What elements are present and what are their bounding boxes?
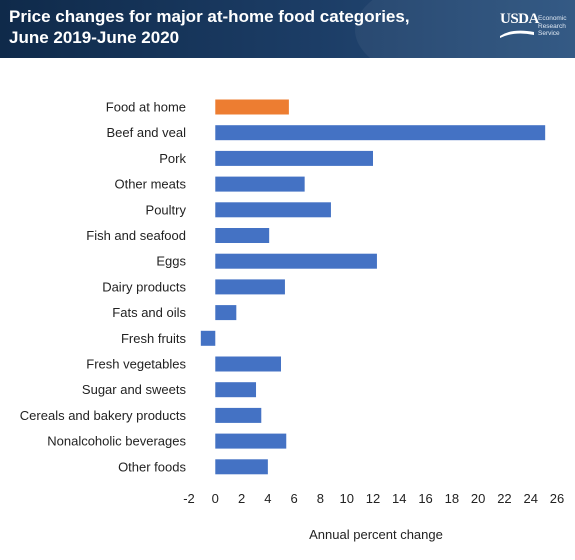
x-tick-label: 16: [418, 491, 432, 506]
x-tick-label: 22: [497, 491, 511, 506]
x-tick-labels-group: -2 0 2 4 6 8 10 12 14 16 18 20 22 24 26: [183, 491, 564, 506]
bar-fish-and-seafood: [215, 228, 270, 243]
x-tick-label: 10: [339, 491, 353, 506]
bar-eggs: [215, 253, 377, 269]
category-label-fresh-vegetables: Fresh vegetables: [86, 357, 186, 372]
bar-fats-and-oils: [215, 305, 237, 321]
x-tick-label: -2: [183, 491, 195, 506]
bar-other-meats: [215, 176, 305, 192]
chart-title-line-2: June 2019-June 2020: [9, 28, 180, 47]
x-tick-label: 2: [238, 491, 245, 506]
category-label-food-at-home: Food at home: [106, 100, 186, 115]
category-label-other-foods: Other foods: [118, 459, 186, 474]
x-tick-label: 14: [392, 491, 406, 506]
chart-header: Price changes for major at-home food cat…: [0, 0, 575, 58]
x-tick-label: 24: [523, 491, 537, 506]
bar-pork: [215, 150, 373, 166]
category-label-cereals-and-bakery-products: Cereals and bakery products: [20, 408, 187, 423]
bar-fresh-vegetables: [215, 356, 281, 372]
category-label-pork: Pork: [159, 151, 186, 166]
category-labels-group: Food at home Beef and veal Pork Other meats…: [20, 100, 187, 475]
category-label-other-meats: Other meats: [114, 177, 186, 192]
category-label-beef-and-veal: Beef and veal: [106, 125, 186, 140]
x-tick-label: 4: [264, 491, 271, 506]
category-label-fish-and-seafood: Fish and seafood: [86, 228, 186, 243]
category-label-dairy-products: Dairy products: [102, 279, 186, 294]
category-label-fresh-fruits: Fresh fruits: [121, 331, 187, 346]
x-tick-label: 12: [366, 491, 380, 506]
bar-nonalcoholic-beverages: [215, 433, 287, 449]
bars-group: [200, 99, 546, 475]
bar-cereals-and-bakery-products: [215, 407, 262, 423]
bar-food-at-home: [215, 99, 289, 115]
bar-dairy-products: [215, 279, 285, 295]
x-tick-label: 26: [550, 491, 564, 506]
x-tick-label: 6: [291, 491, 298, 506]
chart-title-line-1: Price changes for major at-home food cat…: [9, 7, 410, 26]
x-tick-label: 0: [212, 491, 219, 506]
chart-title: Price changes for major at-home food cat…: [9, 6, 439, 48]
x-tick-label: 8: [317, 491, 324, 506]
bar-beef-and-veal: [215, 125, 546, 141]
x-tick-label: 20: [471, 491, 485, 506]
bar-fresh-fruits: [200, 330, 216, 346]
category-label-poultry: Poultry: [146, 202, 187, 217]
category-label-eggs: Eggs: [156, 254, 186, 269]
category-label-nonalcoholic-beverages: Nonalcoholic beverages: [47, 434, 186, 449]
category-label-fats-and-oils: Fats and oils: [112, 305, 186, 320]
x-tick-label: 18: [445, 491, 459, 506]
bar-poultry: [215, 202, 331, 218]
bar-other-foods: [215, 459, 268, 475]
x-axis-title: Annual percent change: [309, 527, 443, 542]
category-label-sugar-and-sweets: Sugar and sweets: [82, 382, 187, 397]
bar-sugar-and-sweets: [215, 382, 257, 398]
